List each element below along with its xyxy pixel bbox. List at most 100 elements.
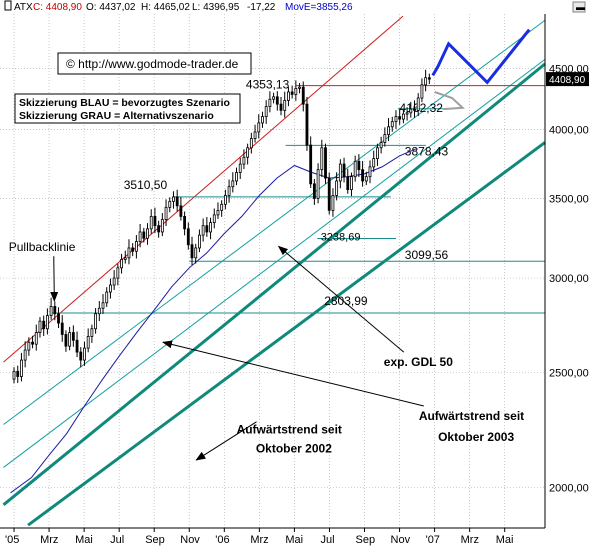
candle-body [105,291,109,304]
candle [183,211,187,236]
candle-body [64,334,68,347]
candle [353,155,357,182]
candle-body [235,172,238,182]
candle-body [427,77,431,80]
candle-body [198,234,201,249]
candle-body [309,144,313,185]
legend-line-blue: Skizzierung BLAU = bevorzugtes Szenario [19,97,230,109]
candle-body [45,315,49,330]
candle-body [112,277,116,286]
candle [190,236,194,266]
window-toggle-icon[interactable] [4,0,12,11]
candle-body [416,97,420,111]
candle-body [316,169,320,199]
candle [246,143,250,165]
candle [312,178,316,205]
candle-body [83,347,86,361]
candle-body [94,313,98,330]
scenario-sketches [431,28,531,111]
candle [364,171,368,186]
candle-body [353,160,357,178]
candle [175,189,179,212]
annotation-label: Oktober 2002 [256,442,332,456]
candle-body [261,116,264,124]
candle-body [301,86,305,105]
candle-body [53,306,57,315]
candlestick-series [12,69,431,384]
candle-body [331,195,335,211]
candle-body [212,214,216,223]
candle [331,188,335,217]
candle [105,287,109,307]
legend-box: Skizzierung BLAU = bevorzugtes Szenario … [14,93,241,124]
candle-body [157,225,161,233]
candle-body [401,113,405,120]
candle-body [223,195,227,205]
candle-body [312,183,316,199]
candle-body [149,216,153,230]
candle [416,93,420,117]
candle-body [376,147,379,160]
candle-body [131,247,135,252]
candle-body [205,225,209,233]
candle-body [68,332,72,347]
candle [294,80,298,101]
header-open: O: 4437,02 [86,2,136,13]
candle-body [275,96,279,105]
minimize-icon: ▬ [576,2,585,12]
candle [90,324,94,343]
x-tick-label: '07 [426,534,440,546]
candle [253,124,257,143]
annotation-label: Aufwärtstrend seit [419,409,524,423]
level-label: 4353,13 [246,78,290,92]
current-price-label: 4408,90 [549,75,586,86]
candle-body [31,341,34,345]
trend-line-trend_thick [2,62,546,506]
candle [64,330,68,352]
candle-body [272,96,276,100]
candle [342,157,346,183]
annotation-arrow [162,340,424,407]
candle-body [231,180,235,188]
header-high: H: 4465,02 [141,2,190,13]
y-tick-label: 2500,00 [549,367,589,379]
candle-body [268,98,272,108]
header-low: L: 4396,95 [192,2,240,13]
candle [101,294,105,314]
window-buttons: ▬ [572,1,586,13]
candle-body [109,284,112,293]
candle-body [283,100,287,111]
candle [350,172,353,197]
level-label: 2803,99 [324,294,368,308]
candle [131,243,135,257]
candle-body [394,116,398,123]
candle [257,114,261,139]
y-tick-label: 3500,00 [549,193,589,205]
candle-body [142,231,146,239]
candle-body [179,205,183,217]
candle [20,352,23,382]
candle [209,217,212,240]
candle [320,139,324,177]
candle-body [175,196,179,207]
trend-line-trend_thick [27,141,546,527]
candle-body [146,228,149,239]
candle [398,108,402,125]
candle [249,132,253,154]
candle-body [79,351,83,361]
candle-body [172,196,175,202]
minimize-button[interactable] [572,1,586,13]
candle-body [287,91,290,101]
candle [223,189,227,210]
candle-body [324,147,327,179]
candle-body [220,203,224,211]
candle [372,150,376,172]
candle [301,81,305,112]
candle-body [16,370,20,377]
candle [338,159,342,189]
candle [109,278,112,299]
candle [335,172,339,201]
candle-body [227,186,231,196]
candle-body [383,134,387,143]
candle-body [294,87,298,95]
